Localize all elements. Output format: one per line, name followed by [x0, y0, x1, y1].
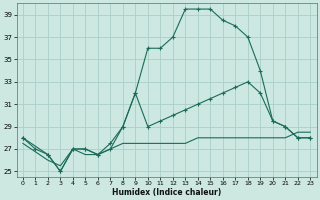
X-axis label: Humidex (Indice chaleur): Humidex (Indice chaleur): [112, 188, 221, 197]
